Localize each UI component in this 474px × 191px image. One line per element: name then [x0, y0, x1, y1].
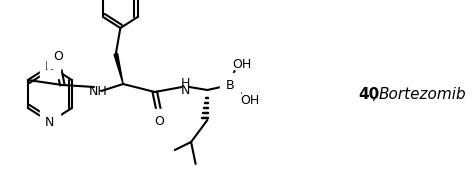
- Text: O: O: [53, 49, 63, 62]
- Polygon shape: [114, 53, 123, 84]
- Text: 40: 40: [358, 87, 379, 101]
- Text: O: O: [155, 114, 164, 128]
- Text: H: H: [181, 77, 191, 90]
- Text: N: N: [45, 60, 55, 73]
- Text: Bortezomib: Bortezomib: [379, 87, 466, 101]
- Text: NH: NH: [88, 84, 107, 97]
- Text: OH: OH: [240, 94, 260, 107]
- Text: N: N: [181, 83, 191, 96]
- Text: ,: ,: [372, 87, 382, 101]
- Text: N: N: [45, 116, 55, 129]
- Text: B: B: [226, 79, 234, 91]
- Text: OH: OH: [232, 57, 252, 70]
